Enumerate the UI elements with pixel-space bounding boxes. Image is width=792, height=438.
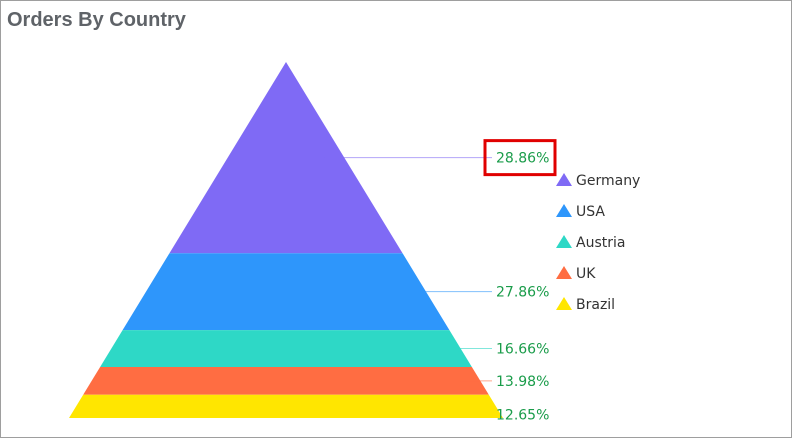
legend-item-brazil[interactable]: Brazil bbox=[576, 297, 615, 313]
legend-marker-brazil[interactable] bbox=[556, 297, 572, 310]
legend-item-austria[interactable]: Austria bbox=[576, 235, 625, 251]
data-label-uk: 13.98% bbox=[496, 374, 549, 390]
legend-marker-austria[interactable] bbox=[556, 235, 572, 248]
legend-marker-usa[interactable] bbox=[556, 204, 572, 217]
highlight-box bbox=[483, 139, 557, 177]
legend-marker-uk[interactable] bbox=[556, 266, 572, 279]
data-label-usa: 27.86% bbox=[496, 285, 549, 301]
pyramid-segment-uk bbox=[83, 366, 489, 395]
legend-item-uk[interactable]: UK bbox=[576, 266, 596, 282]
pyramid-segment-brazil bbox=[69, 394, 503, 418]
data-label-brazil: 12.65% bbox=[496, 407, 549, 423]
legend-marker-germany[interactable] bbox=[556, 173, 572, 186]
pyramid-segment-germany bbox=[169, 62, 403, 254]
pyramid-segment-usa bbox=[122, 253, 450, 331]
pyramid-segment-austria bbox=[100, 330, 472, 367]
data-label-germany: 28.86% bbox=[496, 151, 549, 167]
legend-item-usa[interactable]: USA bbox=[576, 204, 605, 220]
chart-title: Orders By Country bbox=[7, 9, 186, 31]
connector-line-brazil bbox=[475, 405, 493, 415]
legend-item-germany[interactable]: Germany bbox=[576, 173, 640, 189]
data-label-austria: 16.66% bbox=[496, 342, 549, 358]
